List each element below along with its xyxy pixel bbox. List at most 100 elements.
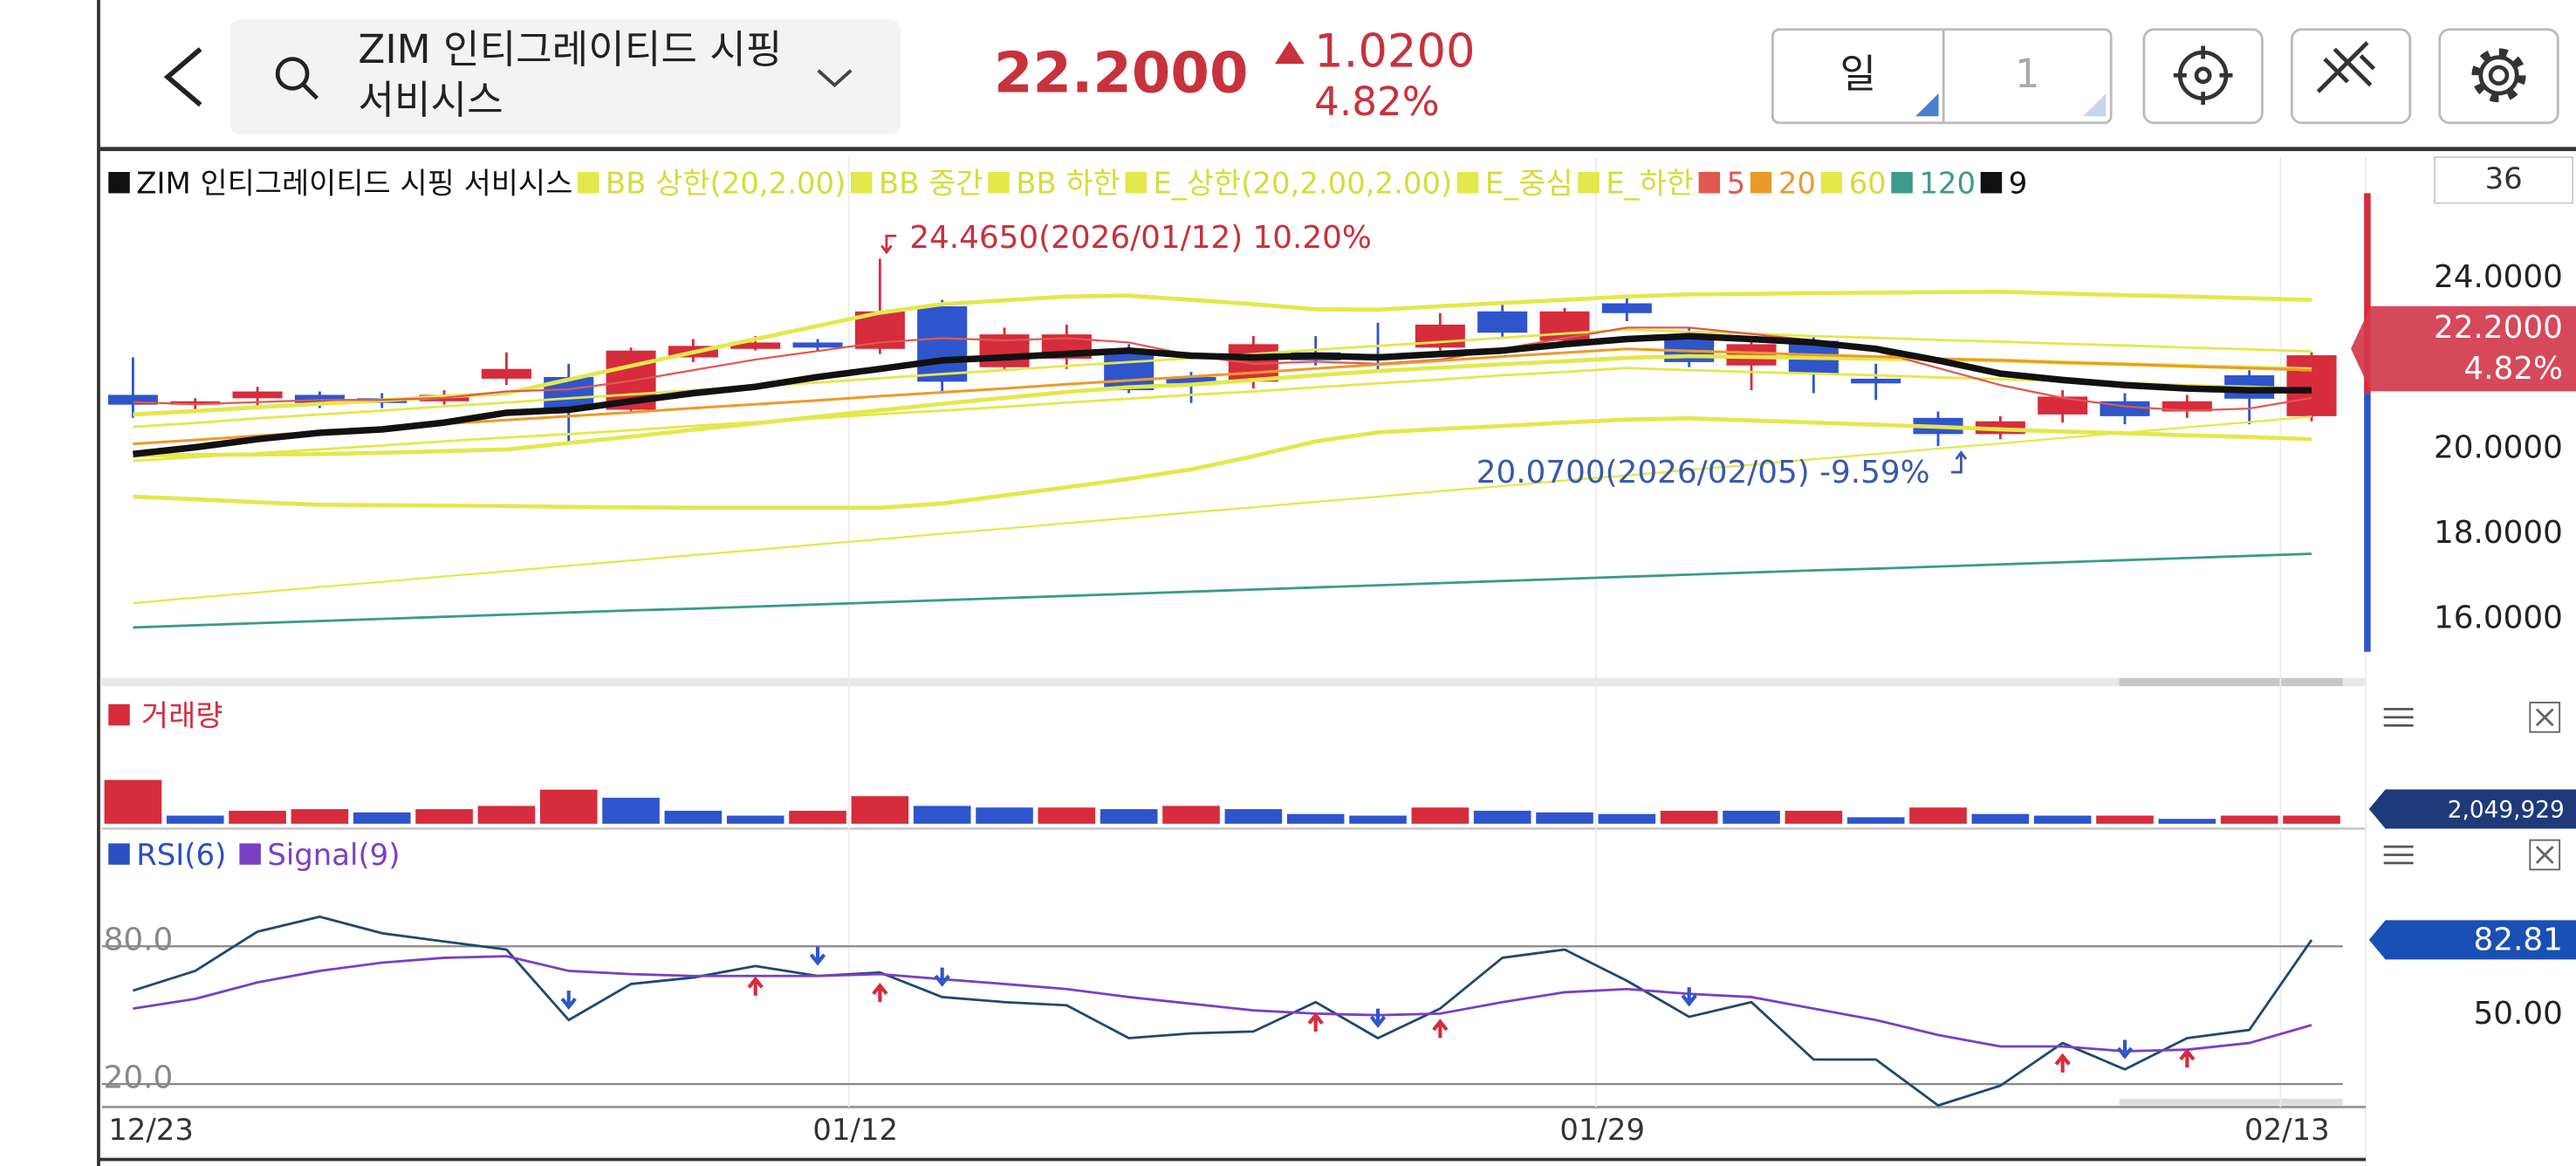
volume-bar [1411,807,1470,824]
candle-body [481,368,531,379]
legend-swatch [108,172,130,194]
legend-swatch [577,172,599,194]
volume-bar [166,815,224,824]
buy-signal [2054,1053,2071,1073]
legend-swatch [1891,172,1913,194]
close-icon[interactable] [2529,702,2561,733]
volume-bar [1660,810,1718,824]
volume-bar [664,810,723,824]
legend-label: E_중심 [1485,167,1573,201]
volume-bar [353,812,411,824]
panel-title: 거래량 [141,698,223,732]
price-tag-pct: 4.82% [2463,351,2563,387]
volume-bar [477,806,536,824]
sell-signal [1681,987,1697,1007]
settings-button[interactable] [2438,28,2559,125]
candle-body [2286,355,2337,416]
legend-label: 120 [1919,167,1976,201]
back-button[interactable] [163,47,202,107]
period-selector[interactable] [1771,28,2113,125]
stock-title: 서비시스 [358,77,503,123]
volume-bar [1473,810,1531,824]
menu-icon[interactable] [2383,708,2414,727]
overlay: 12/23 01/12 01/29 02/13 24.0000 20.0000 18.000… [104,167,2576,1147]
volume-bar [602,798,660,824]
gear-icon [2478,55,2519,96]
scrollbar[interactable] [2119,1099,2343,1106]
candle-body [1477,311,1528,333]
rsi-tag-value: 82.81 [2474,923,2563,958]
up-arrow [1274,40,1305,65]
candle-body [232,391,283,399]
drawing-button[interactable] [2290,28,2412,125]
search-icon-handle [302,83,319,100]
volume-bar [1100,809,1158,824]
price-tag-value: 22.2000 [2434,310,2563,346]
volume-bar [913,806,971,824]
x-tick-label: 02/13 [2244,1113,2330,1147]
volume-bar [1909,807,1967,824]
low-note: 20.0700(2026/02/05) -9.59% [1476,455,1930,490]
legend-swatch [239,843,261,865]
search-icon [275,57,310,91]
indicator-line [133,290,2312,417]
indicator-line [133,415,2312,511]
scrollbar[interactable] [2119,677,2343,687]
legend-label: ZIM 인티그레이티드 시핑 서비시스 [136,167,572,201]
high-marker [880,234,897,255]
range-bar-up [2364,193,2371,394]
volume-bar [415,809,473,824]
high-note: 24.4650(2026/01/12) 10.20% [909,220,1372,256]
count: 36 [2485,161,2523,195]
gear-icon [2488,65,2510,86]
rsi-tag [2368,920,2576,960]
count-box[interactable] [2434,156,2574,204]
indicator-line [133,367,2312,463]
legend-swatch [1578,172,1600,194]
sell-signal [2116,1039,2134,1060]
price-change-pct: 4.82% [1314,79,1440,125]
buy-signal [2179,1048,2196,1068]
buy-signal [872,982,888,1003]
volume-bar [1162,806,1220,824]
interval[interactable]: 1 [2015,51,2040,97]
close-icon[interactable] [2529,839,2561,871]
indicator-line [133,415,2312,605]
close-icon [2535,708,2554,727]
volume-bar [1349,815,1407,824]
low-marker [1951,450,1968,474]
volume-bar [1536,812,1593,824]
search-box[interactable] [230,19,901,134]
legend-label: RSI(6) [136,838,226,872]
volume-bar [539,789,598,824]
sell-signal [560,990,577,1011]
corner-mark [2083,93,2107,117]
legend-swatch [108,703,130,726]
volume-bar [104,779,162,824]
y-tick-label: 16.0000 [2434,600,2563,636]
legend-label: 9 [2009,167,2028,201]
legend-swatch [850,172,873,194]
price-tag [2351,305,2576,392]
indicator-line [133,552,2312,629]
period[interactable]: 일 [1840,51,1876,97]
indicator-line [133,955,2312,1053]
volume-bar [1971,813,2030,824]
price-panel [107,258,2337,629]
x-tick-label: 01/29 [1559,1113,1645,1147]
legend-swatch [1456,172,1479,194]
volume-bar [851,796,909,824]
menu-icon[interactable] [2383,845,2414,865]
close-icon [2535,846,2554,864]
candle-body [2038,396,2088,415]
crosshair-button[interactable] [2142,28,2264,125]
indicator-line [132,333,2312,458]
stock-title: ZIM 인티그레이티드 시핑 [358,26,782,72]
dropdown-icon[interactable] [817,69,853,88]
price-change: 1.0200 [1314,25,1475,79]
drawing-icon [2316,41,2376,93]
legend-label: 20 [1778,167,1816,201]
legend-swatch [1980,172,2003,194]
